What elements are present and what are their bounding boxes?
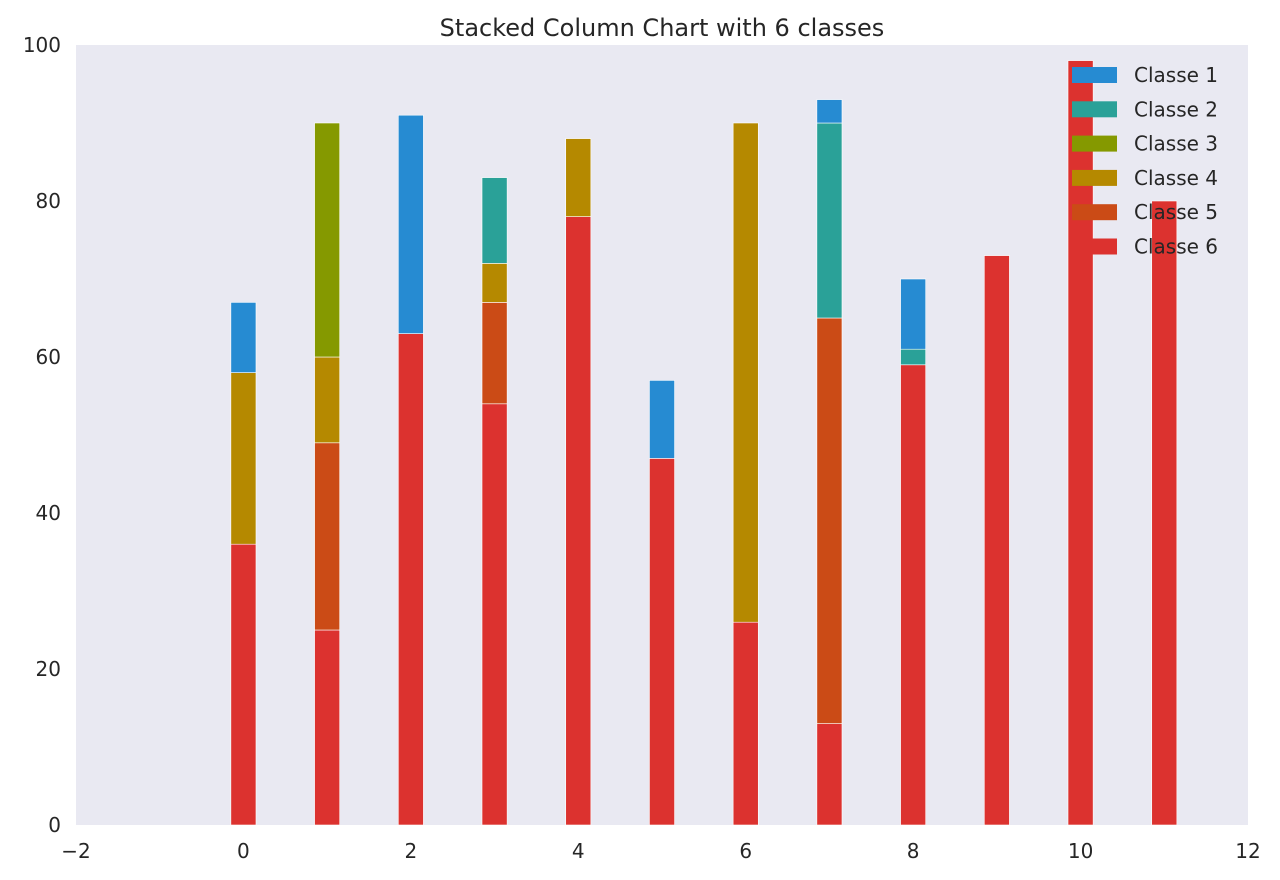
- x-tick-label: 0: [237, 839, 250, 863]
- legend-label: Classe 3: [1134, 132, 1218, 156]
- x-tick-label: 2: [404, 839, 417, 863]
- bar-segment-classe-4-x6: [732, 122, 759, 623]
- bar-segment-classe-5-x3: [481, 302, 508, 405]
- bar-segment-classe-3-x1: [314, 122, 341, 358]
- bar-segment-classe-4-x4: [565, 138, 592, 217]
- bar-segment-classe-2-x7: [816, 122, 843, 319]
- bar-segment-classe-6-x0: [230, 543, 257, 826]
- bar-segment-classe-6-x5: [649, 458, 675, 826]
- bar-segment-classe-6-x3: [481, 403, 508, 826]
- bar-segment-classe-6-x10: [1067, 60, 1094, 826]
- legend-label: Classe 5: [1134, 200, 1218, 224]
- legend-swatch: [1072, 67, 1117, 83]
- bar-segment-classe-6-x1: [314, 629, 341, 826]
- bar-segment-classe-6-x9: [983, 255, 1010, 826]
- legend-swatch: [1072, 238, 1117, 255]
- x-tick-label: 8: [907, 839, 920, 863]
- bar-segment-classe-5-x7: [816, 317, 843, 724]
- bar-segment-classe-6-x7: [816, 723, 843, 826]
- legend-item-classe-2[interactable]: Classe 2: [1072, 97, 1218, 121]
- legend-label: Classe 4: [1134, 166, 1218, 190]
- x-axis: −2 0 2 4 6 8 10 12: [61, 839, 1260, 863]
- y-axis: 0 20 40 60 80 100: [23, 33, 61, 837]
- legend-swatch: [1072, 204, 1117, 221]
- y-tick-label: 60: [36, 345, 61, 369]
- x-tick-label: 4: [572, 839, 585, 863]
- bar-segment-classe-1-x5: [649, 380, 675, 459]
- y-tick-label: 80: [36, 189, 61, 213]
- chart-title: Stacked Column Chart with 6 classes: [440, 14, 885, 42]
- bar-segment-classe-6-x4: [565, 216, 592, 826]
- bar-segment-classe-1-x7: [816, 99, 843, 124]
- legend-item-classe-4[interactable]: Classe 4: [1072, 166, 1218, 190]
- x-tick-label: 10: [1068, 839, 1093, 863]
- legend-swatch: [1072, 101, 1117, 118]
- legend-label: Classe 6: [1134, 235, 1218, 259]
- bar-segment-classe-4-x3: [481, 263, 508, 303]
- bar-segment-classe-5-x1: [314, 442, 341, 631]
- bar-segment-classe-6-x2: [397, 333, 424, 826]
- legend-item-classe-3[interactable]: Classe 3: [1072, 132, 1218, 156]
- bar-segment-classe-2-x3: [481, 177, 508, 264]
- bar-segment-classe-6-x6: [732, 621, 759, 826]
- legend-label: Classe 2: [1134, 97, 1218, 121]
- y-tick-label: 20: [36, 657, 61, 681]
- y-tick-label: 0: [48, 813, 61, 837]
- legend-item-classe-1[interactable]: Classe 1: [1072, 63, 1218, 87]
- bar-segment-classe-6-x11: [1151, 200, 1178, 826]
- y-tick-label: 100: [23, 33, 61, 57]
- x-tick-label: 12: [1235, 839, 1260, 863]
- x-tick-label: 6: [739, 839, 752, 863]
- x-tick-label: −2: [61, 839, 90, 863]
- bar-segment-classe-4-x1: [314, 356, 341, 444]
- bar-segment-classe-1-x0: [230, 302, 257, 373]
- bar-segment-classe-6-x8: [900, 364, 926, 826]
- bars-group: [230, 60, 1178, 826]
- bar-segment-classe-2-x8: [900, 348, 926, 366]
- bar-segment-classe-4-x0: [230, 372, 257, 545]
- legend-label: Classe 1: [1134, 63, 1218, 87]
- legend-swatch: [1072, 135, 1117, 152]
- legend-item-classe-6[interactable]: Classe 6: [1072, 235, 1218, 259]
- legend[interactable]: Classe 1 Classe 2 Classe 3 Classe 4 Classe 5…: [1072, 63, 1218, 259]
- legend-swatch: [1072, 169, 1117, 186]
- bar-segment-classe-1-x8: [900, 278, 926, 350]
- bar-segment-classe-1-x2: [397, 114, 424, 334]
- y-tick-label: 40: [36, 501, 61, 525]
- legend-item-classe-5[interactable]: Classe 5: [1072, 200, 1218, 224]
